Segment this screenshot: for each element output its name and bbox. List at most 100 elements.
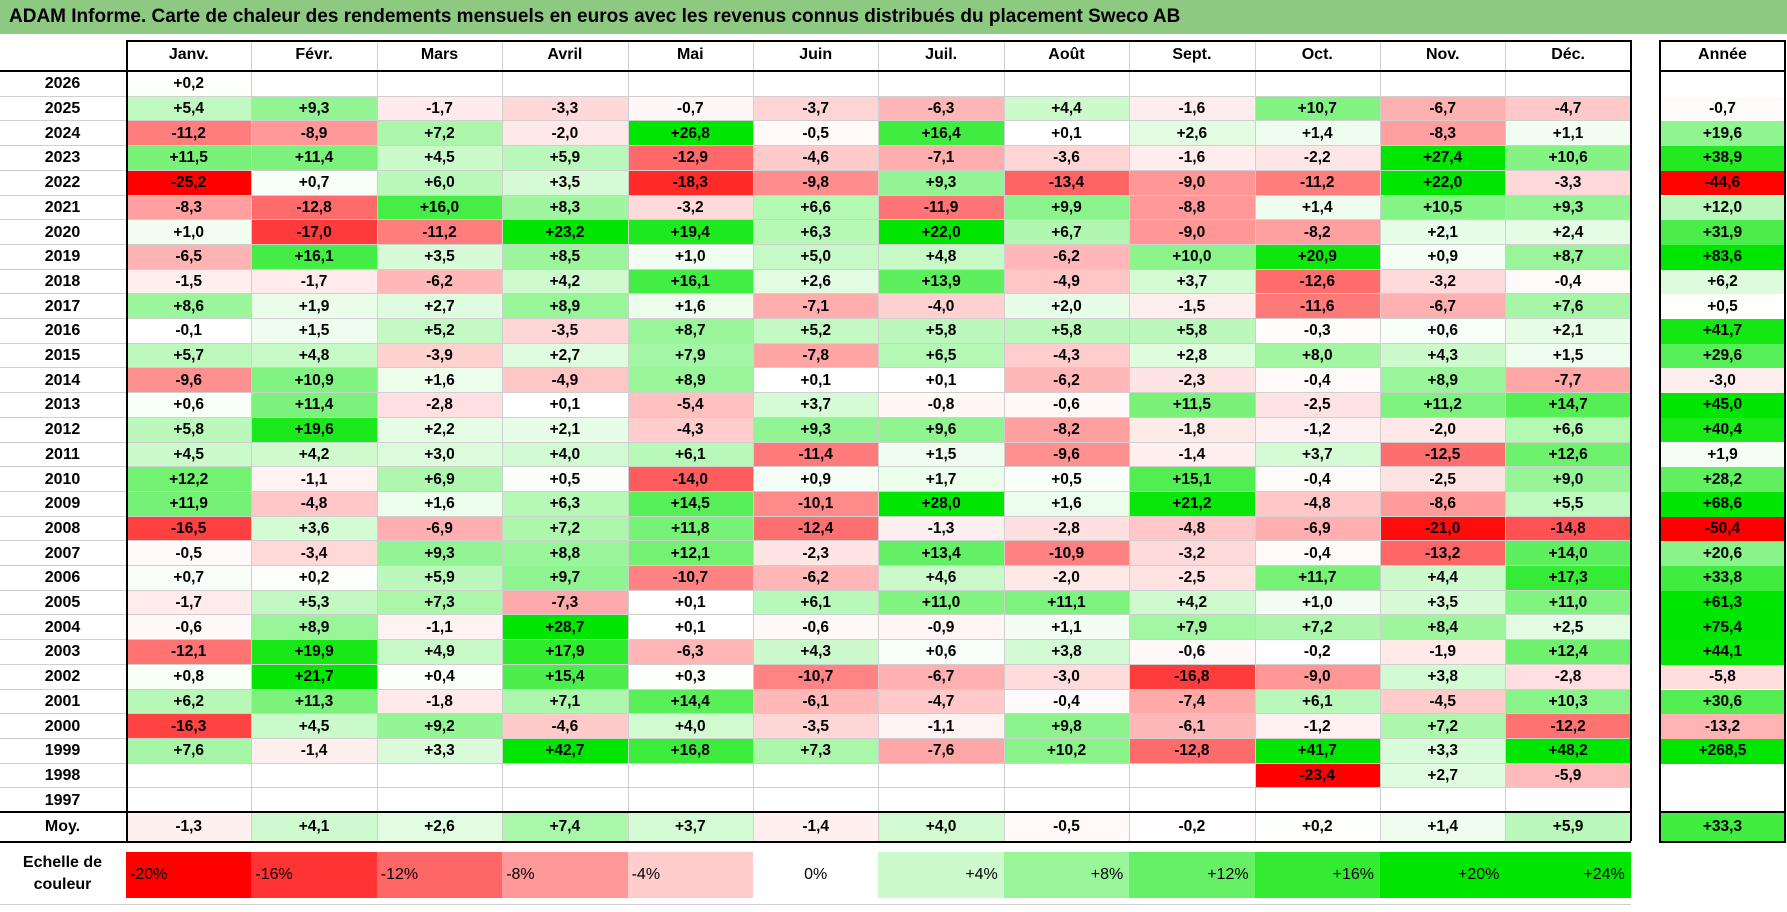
heatmap-cell: -1,4 bbox=[1129, 442, 1255, 468]
heatmap-cell: +4,2 bbox=[1129, 590, 1255, 616]
heatmap-cell: -6,3 bbox=[878, 96, 1004, 122]
heatmap-cell: +9,3 bbox=[251, 96, 377, 122]
column-header: Oct. bbox=[1301, 46, 1333, 63]
heatmap-cell: +7,2 bbox=[502, 516, 628, 542]
heatmap-cell: +0,5 bbox=[502, 467, 628, 492]
heatmap-cell: -2,3 bbox=[1129, 368, 1255, 394]
row-divider bbox=[0, 589, 1631, 591]
column-divider bbox=[1003, 40, 1005, 841]
heatmap-cell: -11,9 bbox=[878, 195, 1004, 221]
row-divider bbox=[0, 268, 1631, 270]
heatmap-cell: +6,3 bbox=[502, 491, 628, 517]
heatmap-cell: -8,3 bbox=[126, 195, 252, 221]
heatmap-cell: -9,6 bbox=[126, 368, 252, 394]
heatmap-cell: -2,0 bbox=[502, 121, 628, 147]
column-divider bbox=[502, 40, 504, 841]
row-divider bbox=[0, 95, 1631, 97]
heatmap-cell: +1,0 bbox=[627, 244, 753, 270]
heatmap-cell: -7,7 bbox=[1505, 368, 1631, 394]
heatmap-cell: +7,3 bbox=[376, 590, 503, 616]
year-label: 2010 bbox=[44, 470, 81, 488]
annual-cell: -13,2 bbox=[1660, 714, 1785, 739]
heatmap-cell: -14,0 bbox=[627, 467, 753, 492]
heatmap-cell: +4,3 bbox=[1380, 343, 1506, 369]
heatmap-cell: +10,0 bbox=[1129, 244, 1255, 270]
column-header: Déc. bbox=[1551, 46, 1585, 63]
heatmap-cell: -3,4 bbox=[251, 541, 377, 566]
column-divider bbox=[878, 40, 880, 841]
heatmap-cell: -2,5 bbox=[1129, 566, 1255, 591]
heatmap-cell: -12,6 bbox=[1254, 269, 1380, 295]
heatmap-cell: -1,1 bbox=[878, 714, 1004, 739]
year-label: 2022 bbox=[44, 174, 81, 192]
heatmap-cell: +2,5 bbox=[1505, 615, 1631, 641]
heatmap-cell: -0,6 bbox=[1003, 393, 1130, 418]
heatmap-cell: -0,6 bbox=[126, 615, 252, 641]
heatmap-cell: +9,8 bbox=[1003, 714, 1130, 739]
year-label: 2001 bbox=[44, 692, 81, 710]
heatmap-cell: +0,9 bbox=[753, 467, 879, 492]
heatmap-cell: -0,4 bbox=[1003, 689, 1130, 715]
heatmap-cell: +4,5 bbox=[251, 714, 377, 739]
legend-swatch: +12% bbox=[1129, 852, 1255, 898]
heatmap-cell: +4,8 bbox=[878, 244, 1004, 270]
heatmap-cell: -7,1 bbox=[753, 294, 879, 319]
year-label: 2009 bbox=[44, 495, 81, 513]
heatmap-cell bbox=[502, 788, 628, 813]
column-header: Mai bbox=[676, 46, 704, 63]
heatmap-cell: +8,9 bbox=[502, 294, 628, 319]
column-header: Févr. bbox=[295, 46, 333, 63]
legend-swatch: -12% bbox=[376, 852, 503, 898]
heatmap-cell: -3,9 bbox=[376, 343, 503, 369]
heatmap-cell: +6,9 bbox=[376, 467, 503, 492]
heatmap-cell: +5,8 bbox=[126, 417, 252, 443]
annual-cell: +40,4 bbox=[1660, 417, 1785, 443]
heatmap-cell: -8,6 bbox=[1380, 491, 1506, 517]
heatmap-cell: -3,3 bbox=[1505, 170, 1631, 196]
year-label: 1999 bbox=[44, 742, 81, 760]
heatmap-cell: +42,7 bbox=[502, 738, 628, 764]
row-divider bbox=[0, 416, 1631, 418]
heatmap-cell: +1,6 bbox=[627, 294, 753, 319]
border-average-top bbox=[0, 811, 1631, 813]
heatmap-cell: -6,2 bbox=[1003, 368, 1130, 394]
heatmap-cell bbox=[376, 72, 503, 97]
heatmap-cell: +2,6 bbox=[1129, 121, 1255, 147]
heatmap-cell: +16,0 bbox=[376, 195, 503, 221]
heatmap-cell: -8,2 bbox=[1003, 417, 1130, 443]
heatmap-cell: +11,7 bbox=[1254, 566, 1380, 591]
heatmap-cell: -9,8 bbox=[753, 170, 879, 196]
heatmap-cell: +15,1 bbox=[1129, 467, 1255, 492]
legend-bottom-rule bbox=[0, 904, 1631, 905]
heatmap-cell: -12,4 bbox=[753, 516, 879, 542]
heatmap-cell: +8,9 bbox=[627, 368, 753, 394]
heatmap-cell: -3,0 bbox=[1003, 664, 1130, 690]
heatmap-cell: +10,7 bbox=[1254, 96, 1380, 122]
border-left-months bbox=[126, 40, 128, 841]
heatmap-cell: +20,9 bbox=[1254, 244, 1380, 270]
column-divider bbox=[1129, 40, 1131, 841]
heatmap-cell: +16,1 bbox=[627, 269, 753, 295]
heatmap-cell: -3,7 bbox=[753, 96, 879, 122]
heatmap-cell: +9,6 bbox=[878, 417, 1004, 443]
heatmap-cell: +17,3 bbox=[1505, 566, 1631, 591]
heatmap-cell: +0,6 bbox=[1380, 319, 1506, 344]
heatmap-cell: -6,5 bbox=[126, 244, 252, 270]
legend-swatch: -16% bbox=[251, 852, 377, 898]
heatmap-cell: +0,1 bbox=[627, 590, 753, 616]
heatmap-cell: -5,9 bbox=[1505, 763, 1631, 789]
annual-cell: +28,2 bbox=[1660, 467, 1785, 492]
legend-swatch: +8% bbox=[1003, 852, 1130, 898]
heatmap-cell: -6,7 bbox=[1380, 96, 1506, 122]
heatmap-cell: +4,5 bbox=[376, 146, 503, 171]
column-header: Nov. bbox=[1425, 46, 1460, 63]
heatmap-cell: -0,4 bbox=[1254, 368, 1380, 394]
heatmap-cell: +6,0 bbox=[376, 170, 503, 196]
column-divider bbox=[1505, 40, 1507, 841]
heatmap-cell: -0,2 bbox=[1254, 640, 1380, 665]
year-label: 2008 bbox=[44, 519, 81, 537]
heatmap-cell: +3,5 bbox=[376, 244, 503, 270]
heatmap-cell: -21,0 bbox=[1380, 516, 1506, 542]
legend-swatch: -4% bbox=[627, 852, 753, 898]
annual-border-bottom bbox=[1659, 841, 1786, 843]
